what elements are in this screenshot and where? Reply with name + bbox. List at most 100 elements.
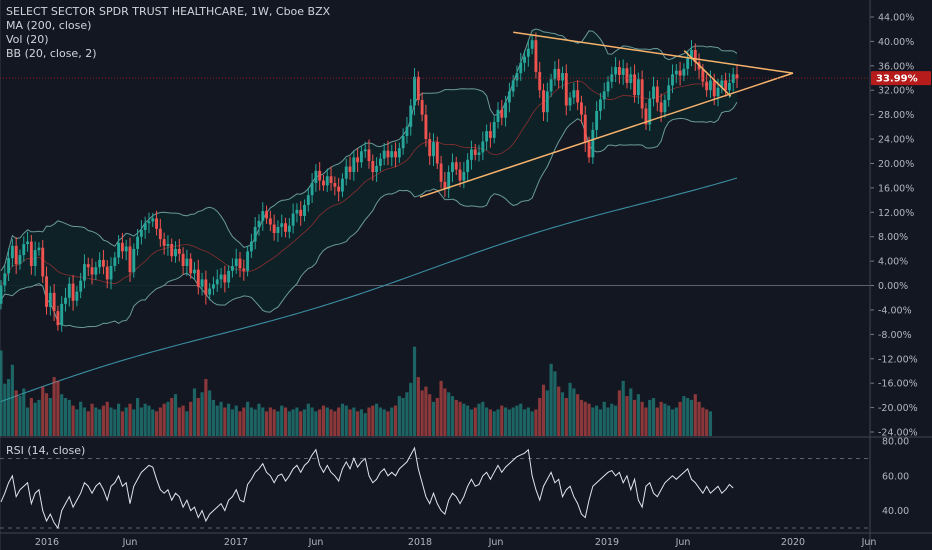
volume-bar <box>689 399 694 436</box>
candle-body <box>485 131 489 142</box>
candle-body <box>170 244 174 257</box>
candle-body <box>451 162 454 173</box>
volume-bar <box>242 407 246 436</box>
volume-bar <box>359 409 364 436</box>
candle-body <box>310 183 314 196</box>
volume-bar <box>139 407 143 436</box>
ma-200 <box>0 177 738 403</box>
y-tick-label: 28.00% <box>878 110 914 121</box>
volume-bar <box>177 407 181 436</box>
candle-body <box>230 266 234 271</box>
candle-body <box>177 248 181 254</box>
candle-body <box>314 170 318 183</box>
volume-bar <box>492 411 496 436</box>
candle-body <box>648 98 652 125</box>
volume-bar <box>18 396 22 436</box>
volume-bar <box>105 401 109 436</box>
candle-body <box>667 85 671 100</box>
volume-bar <box>428 394 432 436</box>
volume-bar <box>682 396 686 436</box>
candle-body <box>477 152 481 155</box>
candle-body <box>272 224 276 234</box>
volume-bar <box>314 411 318 436</box>
candle-body <box>71 283 75 301</box>
volume-bar <box>215 405 219 436</box>
candle-body <box>132 248 136 273</box>
volume-bar <box>101 405 106 436</box>
candle-body <box>26 241 29 245</box>
candle-body <box>318 170 322 181</box>
x-tick-label: 2019 <box>595 537 619 548</box>
volume-bar <box>86 411 90 436</box>
candle-body <box>363 149 367 152</box>
rsi-pane <box>0 446 870 530</box>
volume-bar <box>344 405 348 436</box>
candle-body <box>401 136 405 149</box>
candle-body <box>614 67 618 75</box>
candle-body <box>204 279 208 295</box>
volume-bar <box>56 380 60 436</box>
candle-body <box>610 74 614 82</box>
volume-bar <box>431 401 436 436</box>
volume-bar <box>541 384 546 436</box>
volume-bar <box>48 398 52 436</box>
volume-bar <box>530 411 534 436</box>
volume-bar <box>447 392 451 436</box>
volume-bar <box>120 411 124 436</box>
volume-bar <box>333 411 337 436</box>
candle-body <box>693 49 697 63</box>
candle-body <box>428 139 432 157</box>
candle-body <box>3 273 7 286</box>
candle-body <box>504 102 508 118</box>
rsi-line <box>0 446 734 530</box>
candle-body <box>10 245 14 259</box>
volume-bar <box>211 399 216 436</box>
candle-body <box>158 228 162 240</box>
candle-body <box>557 68 561 81</box>
candle-body <box>439 163 443 182</box>
candle-body <box>420 100 424 115</box>
candle-body <box>348 166 352 173</box>
y-tick-label: 24.00% <box>878 135 914 146</box>
volume-bar <box>443 388 447 436</box>
candle-body <box>33 250 37 266</box>
candle-body <box>22 244 26 256</box>
volume-bar <box>329 409 333 436</box>
volume-bar <box>268 407 272 436</box>
y-tick-label: 8.00% <box>878 232 908 243</box>
volume-bar <box>545 390 549 436</box>
volume-bar <box>386 411 390 436</box>
candle-body <box>147 221 151 224</box>
candle-body <box>454 162 458 170</box>
candle-body <box>155 218 158 229</box>
volume-bar <box>390 407 394 436</box>
volume-bar <box>454 399 458 436</box>
candle-body <box>143 223 147 230</box>
volume-bar <box>595 405 599 436</box>
y-tick-label: -16.00% <box>878 379 918 390</box>
y-tick-label: -4.00% <box>878 305 912 316</box>
volume-bar <box>625 396 629 436</box>
volume-bar <box>424 386 428 436</box>
volume-bar <box>560 392 565 436</box>
volume-bar <box>291 409 295 436</box>
candle-body <box>7 258 11 274</box>
volume-bar <box>496 409 500 436</box>
volume-bar <box>648 399 652 436</box>
volume-bar <box>405 392 409 436</box>
volume-bar <box>636 394 640 436</box>
candle-body <box>633 74 637 96</box>
volume-bar <box>117 403 121 436</box>
candle-body <box>151 218 155 222</box>
candle-body <box>83 264 86 281</box>
candle-body <box>709 80 712 91</box>
candle-body <box>48 292 52 307</box>
volume-bar <box>576 394 580 436</box>
candle-body <box>674 70 678 75</box>
candle-body <box>352 157 356 173</box>
candle-body <box>105 266 109 280</box>
candle-body <box>193 269 196 274</box>
volume-bar <box>591 407 595 436</box>
volume-bar <box>75 409 79 436</box>
